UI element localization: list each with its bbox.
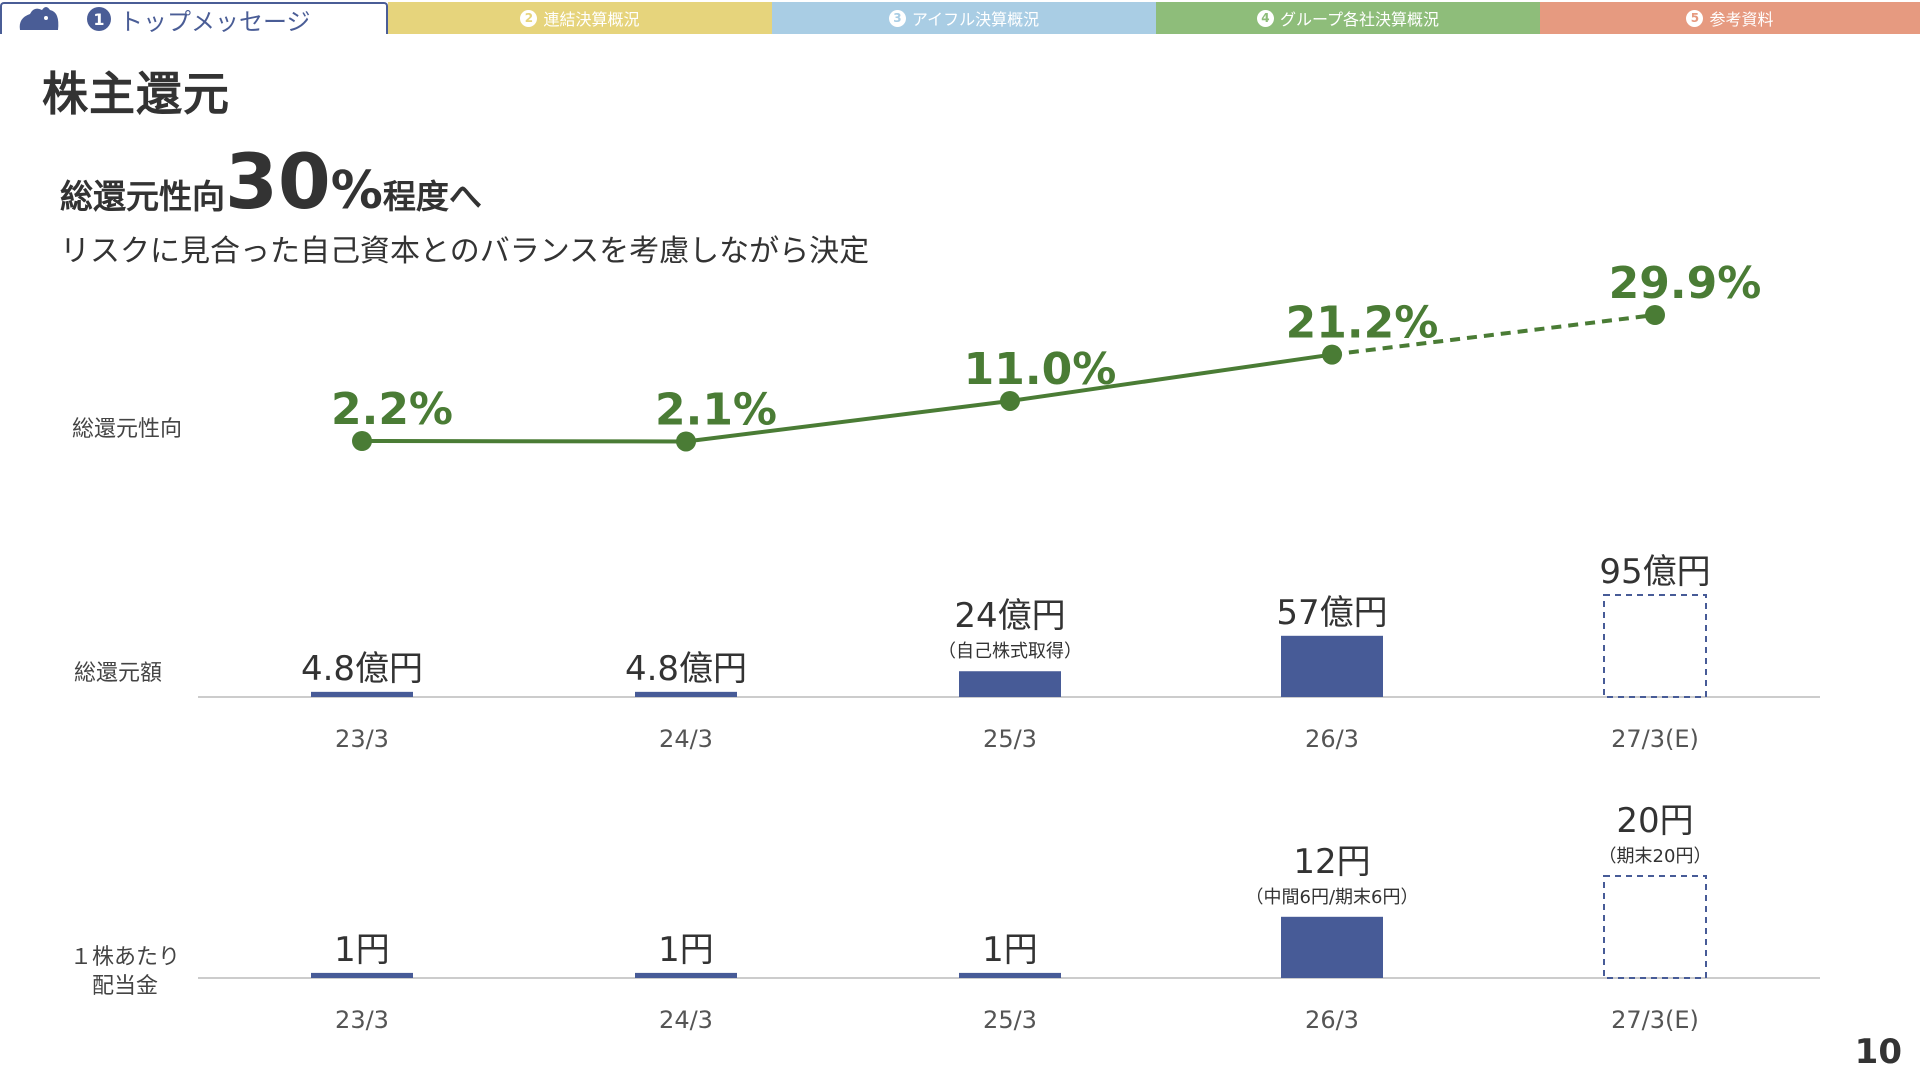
headline-big-number: 30	[225, 137, 331, 226]
total-return-category-label: 26/3	[1305, 725, 1359, 753]
dividend-category-label: 26/3	[1305, 1006, 1359, 1034]
dividend-bar	[1281, 916, 1383, 978]
tab-label: 参考資料	[1709, 10, 1774, 29]
headline-suffix: 程度へ	[382, 177, 482, 216]
dividend-value-label: 1円	[334, 930, 390, 970]
total-return-value-label: 4.8億円	[625, 649, 747, 689]
total-return-bar	[635, 691, 737, 697]
payout-ratio-label: 21.2%	[1286, 298, 1439, 349]
page-number: 10	[1854, 1032, 1902, 1072]
total-return-bar	[1281, 635, 1383, 697]
row-label-line: 配当金	[92, 973, 159, 999]
total-return-bar	[959, 671, 1061, 697]
total-return-value-label: 4.8億円	[301, 649, 423, 689]
tab-reference[interactable]: 5 参考資料	[1540, 2, 1920, 34]
page-title: 株主還元	[42, 67, 230, 121]
dividend-value-label: 12円	[1293, 842, 1370, 882]
dividend-bar	[959, 972, 1061, 978]
dividend-bar	[311, 972, 413, 978]
headline-prefix: 総還元性向	[60, 177, 225, 216]
tab-group-results[interactable]: 4 グループ各社決算概況	[1156, 2, 1540, 34]
total-return-forecast-bar	[1603, 594, 1707, 698]
payout-ratio-label: 2.2%	[331, 384, 453, 435]
total-return-bar	[311, 691, 413, 697]
tab-number: 3	[888, 9, 906, 27]
total-return-value-label: 95億円	[1599, 552, 1710, 592]
total-return-category-label: 24/3	[659, 725, 713, 753]
tab-label: グループ各社決算概況	[1279, 10, 1440, 29]
tab-consolidated-results[interactable]: 2 連結決算概況	[388, 2, 772, 34]
total-return-note-label: （自己株式取得）	[938, 641, 1082, 662]
tab-label: 連結決算概況	[543, 10, 640, 29]
payout-ratio-forecast-line	[1331, 313, 1656, 357]
total-return-value-label: 24億円	[954, 596, 1065, 636]
row-label-line: １株あたり	[70, 945, 181, 970]
total-return-category-label: 25/3	[983, 725, 1037, 753]
tab-number: 4	[1256, 9, 1274, 27]
dividend-category-label: 24/3	[659, 1006, 713, 1034]
payout-ratio-label: 11.0%	[964, 344, 1117, 395]
dividend-value-label: 20円	[1616, 801, 1693, 841]
dividend-note-label: （期末20円）	[1599, 846, 1712, 867]
tab-top-message[interactable]: 1 トップメッセージ	[0, 2, 388, 36]
dividend-forecast-bar	[1603, 875, 1707, 979]
tab-number: 1	[87, 7, 111, 31]
section-tab-bar: 1 トップメッセージ 2 連結決算概況 3 アイフル決算概況 4 グループ各社決…	[0, 0, 1920, 36]
tab-number: 5	[1686, 9, 1704, 27]
payout-ratio-label: 29.9%	[1609, 258, 1762, 309]
total-return-value-label: 57億円	[1276, 593, 1387, 633]
dividend-value-label: 1円	[982, 930, 1038, 970]
headline-percent: %	[330, 161, 383, 221]
dividend-category-label: 25/3	[983, 1006, 1037, 1034]
payout-ratio-point	[676, 431, 696, 452]
total-return-category-label: 23/3	[335, 725, 389, 753]
payout-ratio-point	[1000, 390, 1020, 411]
payout-ratio-point	[1322, 344, 1342, 365]
company-logo-icon	[19, 7, 59, 30]
dividend-category-label: 23/3	[335, 1006, 389, 1034]
dividend-category-label: 27/3(E)	[1611, 1006, 1699, 1034]
row-label-dividend-per-share: １株あたり 配当金	[70, 944, 180, 1001]
tab-number: 2	[520, 9, 538, 27]
payout-ratio-line	[361, 352, 1333, 444]
row-label-total-return: 総還元額	[74, 661, 163, 686]
row-label-payout-ratio: 総還元性向	[72, 417, 183, 442]
subheadline: リスクに見合った自己資本とのバランスを考慮しながら決定	[60, 234, 870, 269]
total-return-category-label: 27/3(E)	[1611, 725, 1699, 753]
dividend-bar	[635, 972, 737, 978]
payout-ratio-point	[352, 431, 372, 451]
tab-aiful-results[interactable]: 3 アイフル決算概況	[772, 2, 1156, 34]
tab-label: トップメッセージ	[119, 7, 311, 36]
payout-ratio-label: 2.1%	[655, 384, 777, 435]
headline: 総還元性向30%程度へ	[60, 144, 482, 222]
tab-label: アイフル決算概況	[911, 10, 1040, 29]
dividend-value-label: 1円	[658, 930, 714, 970]
dividend-note-label: （中間6円/期末6円）	[1246, 887, 1419, 908]
payout-ratio-point	[1645, 305, 1665, 325]
